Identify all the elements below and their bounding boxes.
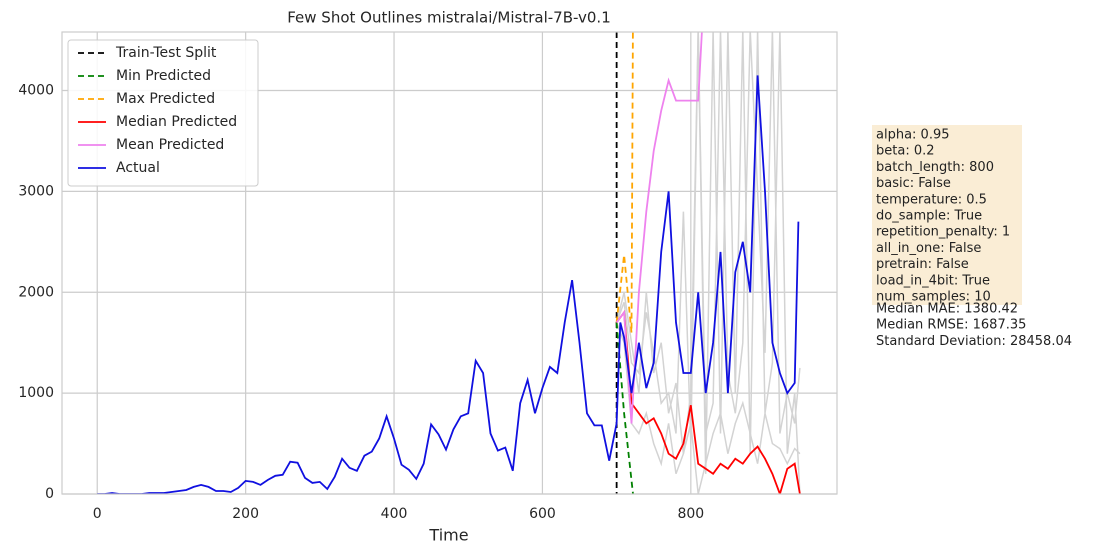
legend-label: Actual xyxy=(116,160,160,176)
y-tick-label: 1000 xyxy=(18,385,54,401)
x-tick-label: 400 xyxy=(381,506,408,522)
lines xyxy=(97,32,801,494)
x-tick-label: 0 xyxy=(93,506,102,522)
sample-line xyxy=(615,32,801,494)
x-tick-label: 600 xyxy=(529,506,556,522)
annotation: Median RMSE: 1687.35 xyxy=(876,318,1026,333)
legend-label: Max Predicted xyxy=(116,91,215,107)
y-tick-label: 2000 xyxy=(18,284,54,300)
annotation: num_samples: 10 xyxy=(876,290,991,305)
y-tick-label: 0 xyxy=(45,486,54,502)
y-tick-label: 4000 xyxy=(18,83,54,99)
x-tick-label: 800 xyxy=(677,506,704,522)
series-line xyxy=(615,32,634,333)
annotation: all_in_one: False xyxy=(876,241,981,256)
chart-title: Few Shot Outlines mistralai/Mistral-7B-v… xyxy=(287,9,611,27)
legend xyxy=(67,39,259,187)
sample-line xyxy=(615,32,801,444)
sample-line xyxy=(615,322,801,494)
annotation: batch_length: 800 xyxy=(876,160,994,175)
legend-label: Mean Predicted xyxy=(116,137,224,153)
y-tick-label: 3000 xyxy=(18,183,54,199)
x-tick-label: 200 xyxy=(232,506,259,522)
annotation: Median MAE: 1380.42 xyxy=(876,302,1018,317)
series-line xyxy=(615,309,801,494)
series-line xyxy=(615,32,703,424)
series-line xyxy=(97,75,800,494)
annotation: do_sample: True xyxy=(876,209,982,224)
x-axis-label: Time xyxy=(428,526,468,545)
annotation: temperature: 0.5 xyxy=(876,192,987,207)
annotation: basic: False xyxy=(876,176,951,191)
legend-label: Median Predicted xyxy=(116,114,237,130)
legend-label: Train-Test Split xyxy=(115,45,217,61)
annotation: repetition_penalty: 1 xyxy=(876,225,1010,240)
annotation: beta: 0.2 xyxy=(876,144,935,159)
annotation: load_in_4bit: True xyxy=(876,273,990,288)
annotation: alpha: 0.95 xyxy=(876,128,950,143)
annotation: pretrain: False xyxy=(876,257,969,272)
plot-border xyxy=(61,31,838,495)
annotation: Standard Deviation: 28458.04 xyxy=(876,334,1072,349)
legend-label: Min Predicted xyxy=(116,68,211,84)
info-box xyxy=(872,125,1022,305)
